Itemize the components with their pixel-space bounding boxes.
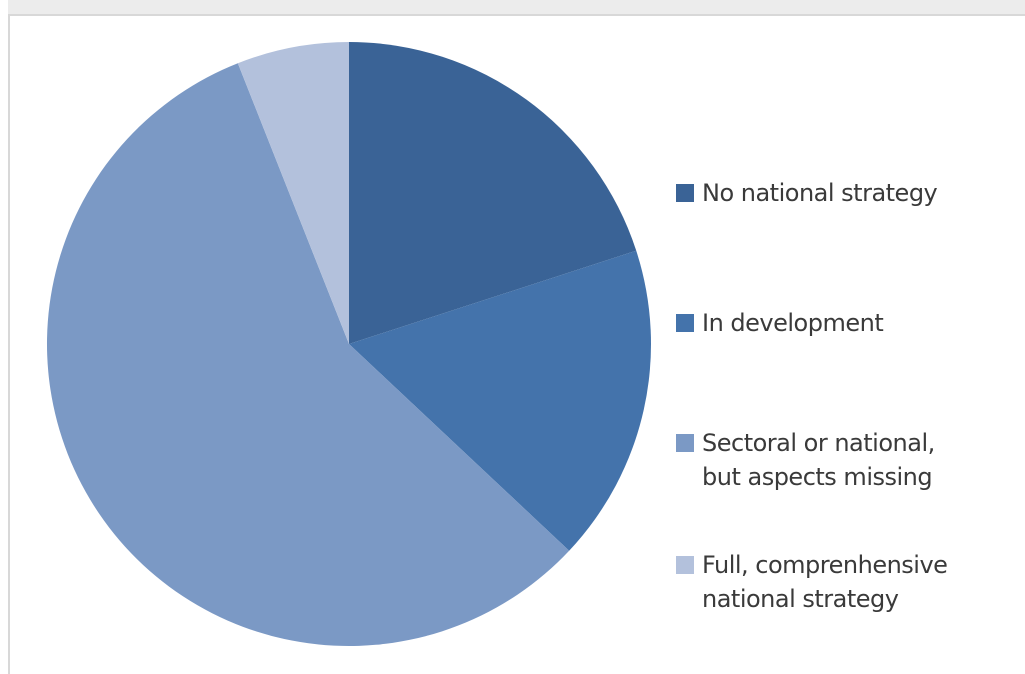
legend-item-sectoral-or-national: Sectoral or national, but aspects missin… <box>676 426 935 494</box>
legend-swatch <box>676 314 694 332</box>
legend-item-no-national-strategy: No national strategy <box>676 176 938 210</box>
legend-label: Full, comprenhensive national strategy <box>702 551 948 613</box>
chart-border-top <box>8 0 1025 16</box>
legend-label: No national strategy <box>702 179 938 207</box>
legend-swatch <box>676 434 694 452</box>
pie-slices <box>46 42 651 647</box>
pie-slice-0 <box>349 42 637 344</box>
pie-slice-2 <box>46 63 570 647</box>
legend-label: Sectoral or national, but aspects missin… <box>702 429 935 491</box>
pie-slice-3 <box>237 42 349 344</box>
pie-slice-1 <box>349 250 651 551</box>
legend-item-full-comprehensive: Full, comprenhensive national strategy <box>676 548 948 616</box>
legend-swatch <box>676 556 694 574</box>
legend-swatch <box>676 184 694 202</box>
legend-label: In development <box>702 309 884 337</box>
legend-item-in-development: In development <box>676 306 884 340</box>
